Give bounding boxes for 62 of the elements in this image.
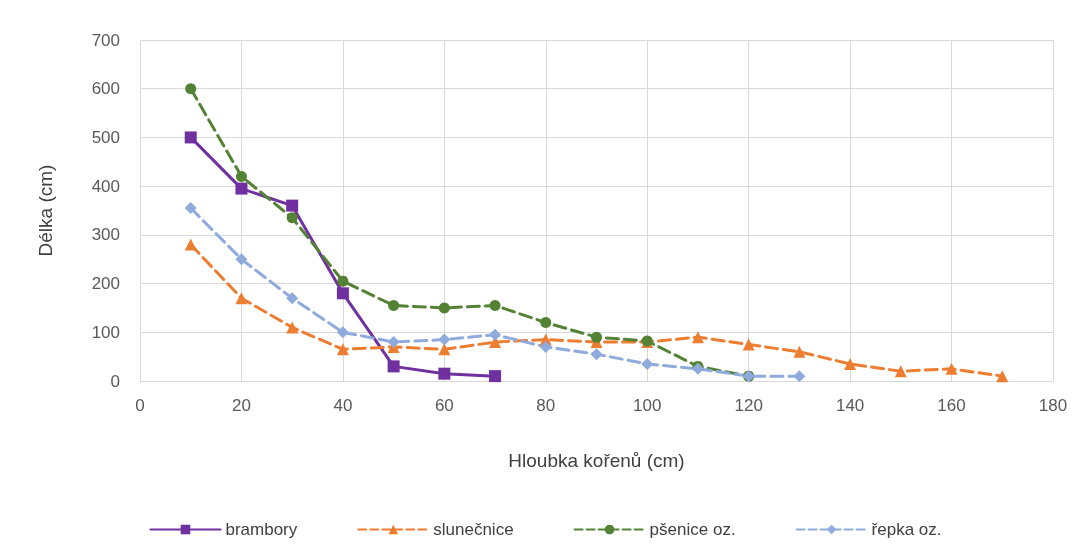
y-tick-label: 200	[91, 274, 120, 294]
point	[793, 370, 806, 383]
y-tick-label: 300	[91, 225, 120, 245]
legend-label: řepka oz.	[871, 520, 942, 539]
point	[996, 370, 1009, 383]
point	[184, 131, 197, 144]
point	[539, 340, 552, 353]
x-tick-label: 140	[835, 396, 865, 415]
x-tick-label: 0	[135, 396, 145, 415]
point	[945, 362, 958, 375]
point	[438, 343, 451, 356]
x-tick-label: 60	[434, 396, 454, 415]
point	[591, 331, 602, 343]
y-tick-label: 400	[91, 176, 120, 196]
x-tick-label: 180	[1038, 396, 1068, 415]
legend-label: brambory	[225, 520, 298, 539]
point	[489, 370, 502, 383]
y-tick-label: 500	[91, 127, 120, 147]
point	[235, 253, 248, 266]
point	[388, 300, 400, 311]
point	[184, 202, 197, 215]
y-tick-label: 700	[91, 30, 120, 50]
point	[387, 336, 400, 349]
point	[438, 333, 451, 346]
point	[489, 328, 502, 341]
point	[336, 326, 349, 339]
point	[286, 199, 299, 212]
y-axis-title: Délka (cm)	[35, 164, 56, 257]
point	[235, 292, 248, 305]
x-tick-label: 40	[333, 396, 353, 415]
point	[844, 357, 857, 370]
y-tick-label: 0	[110, 371, 120, 391]
point	[691, 331, 704, 344]
point	[438, 302, 450, 314]
y-tick-label: 600	[91, 79, 120, 99]
point	[742, 338, 755, 351]
point	[590, 348, 603, 361]
x-tick-label: 100	[633, 396, 662, 415]
point	[438, 367, 451, 380]
x-tick-label: 20	[231, 396, 251, 415]
x-tick-label: 160	[937, 396, 966, 415]
point	[286, 321, 299, 334]
x-tick-label: 120	[734, 396, 763, 415]
x-axis-title: Hloubka kořenů (cm)	[508, 450, 685, 471]
point	[489, 300, 501, 311]
point	[235, 170, 247, 182]
y-tick-label: 100	[91, 322, 120, 342]
point	[336, 287, 349, 300]
x-tick-label: 80	[536, 396, 556, 415]
point	[540, 317, 552, 329]
point	[336, 343, 349, 356]
point	[185, 83, 197, 95]
point	[337, 275, 349, 287]
point	[387, 360, 400, 373]
point	[286, 292, 299, 305]
point	[793, 345, 806, 358]
point	[286, 212, 298, 224]
legend-label: pšenice oz.	[649, 520, 736, 539]
legend-label: slunečnice	[433, 520, 514, 539]
point	[184, 238, 197, 251]
point	[894, 365, 907, 378]
point	[235, 182, 248, 195]
